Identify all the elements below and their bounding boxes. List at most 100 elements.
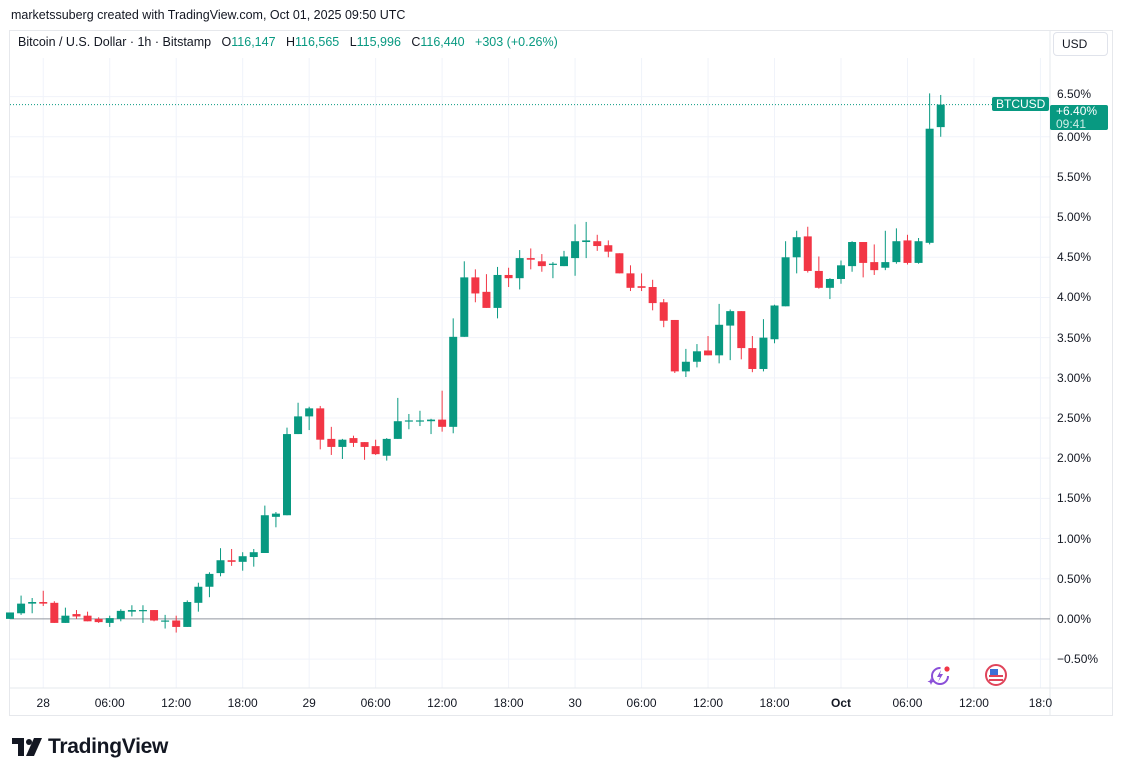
- y-tick-label: 2.50%: [1057, 411, 1092, 425]
- y-tick-label: 0.50%: [1057, 571, 1092, 586]
- candle-down: [870, 262, 879, 271]
- candle-up: [404, 420, 413, 422]
- candle-down: [227, 560, 236, 562]
- candle-up: [582, 240, 591, 243]
- x-tick-label: Oct: [830, 696, 852, 710]
- x-tick-label: 12:00: [958, 696, 989, 710]
- y-tick-label: 1.50%: [1057, 491, 1092, 506]
- candle-down: [670, 319, 679, 372]
- candle-up: [571, 241, 580, 259]
- legend-high-label: H: [285, 35, 295, 49]
- candle-up: [681, 361, 690, 372]
- candle-up: [194, 586, 203, 603]
- y-tick-label: 5.00%: [1057, 210, 1092, 225]
- x-tick-label: 18:00: [759, 696, 790, 710]
- candle-up: [205, 573, 214, 587]
- legend-open: 116,147: [231, 35, 276, 49]
- candle-up: [183, 602, 192, 627]
- candle-down: [748, 348, 757, 369]
- last-price-value: +6.40%: [1056, 104, 1098, 118]
- candle-up: [415, 420, 424, 422]
- candle-up: [116, 610, 125, 619]
- candle-up: [238, 556, 247, 562]
- legend-high: 116,565: [295, 35, 340, 49]
- candle-down: [482, 291, 491, 308]
- tradingview-logo-text: TradingView: [48, 735, 169, 758]
- candle-up: [848, 242, 857, 267]
- y-tick-label: 3.00%: [1057, 370, 1092, 385]
- candle-up: [925, 128, 934, 243]
- x-tick-label: 12:00: [427, 696, 458, 710]
- candle-up: [216, 560, 225, 574]
- candle-up: [936, 104, 945, 128]
- candle-up: [271, 513, 280, 517]
- currency-button[interactable]: USD: [1053, 32, 1108, 56]
- candle-down: [704, 350, 713, 356]
- candle-up: [837, 265, 845, 279]
- candle-up: [61, 615, 70, 623]
- candle-up: [338, 439, 347, 447]
- candle-up: [294, 416, 303, 435]
- y-tick-label: −0.50%: [1057, 652, 1099, 667]
- y-tick-label: 6.00%: [1057, 129, 1092, 144]
- candle-up: [460, 277, 469, 337]
- legend-symbol[interactable]: Bitcoin / U.S. Dollar · 1h · Bitstamp: [18, 35, 212, 49]
- symbol-price-tag: BTCUSD: [992, 97, 1050, 111]
- candle-up: [138, 610, 147, 612]
- candle-down: [471, 277, 480, 294]
- candle-down: [859, 242, 868, 263]
- candle-down: [626, 273, 635, 288]
- candle-down: [349, 438, 358, 443]
- candle-down: [648, 287, 657, 304]
- candle-down: [327, 438, 336, 447]
- candle-up: [770, 305, 779, 340]
- chart-legend: Bitcoin / U.S. Dollar · 1h · Bitstamp O1…: [18, 35, 558, 49]
- candle-up: [28, 602, 37, 604]
- candle-up: [560, 256, 568, 267]
- x-tick-label: 18:00: [227, 696, 258, 710]
- candle-down: [659, 302, 668, 321]
- y-tick-label: 1.00%: [1057, 531, 1092, 546]
- x-tick-label: 06:00: [360, 696, 391, 710]
- bar-countdown: 09:41: [1056, 116, 1087, 131]
- candle-up: [759, 337, 768, 369]
- y-tick-label: 2.00%: [1057, 451, 1092, 466]
- candle-down: [50, 602, 59, 623]
- candle-down: [593, 241, 602, 247]
- candle-down: [316, 408, 325, 440]
- candle-up: [127, 610, 136, 612]
- us-flag-icon[interactable]: [985, 664, 1007, 686]
- candle-down: [637, 286, 646, 288]
- tradingview-logo[interactable]: TradingView: [12, 735, 168, 759]
- candle-up: [825, 278, 834, 288]
- x-tick-label: 28: [36, 696, 50, 710]
- candle-down: [803, 236, 812, 271]
- legend-open-label: O: [221, 35, 232, 49]
- x-tick-label: 12:00: [693, 696, 724, 710]
- y-tick-label: 6.50%: [1057, 86, 1092, 101]
- legend-close-label: C: [411, 35, 421, 49]
- candle-down: [537, 261, 546, 267]
- x-tick-label: 06:00: [892, 696, 923, 710]
- candle-down: [615, 253, 624, 274]
- candle-up: [382, 438, 391, 456]
- candle-up: [548, 263, 557, 265]
- legend-change: +303 (+0.26%): [475, 35, 558, 49]
- legend-low-label: L: [349, 35, 357, 49]
- candle-down: [72, 614, 81, 617]
- candle-up: [427, 419, 436, 422]
- candle-down: [371, 446, 380, 455]
- candle-up: [692, 351, 701, 362]
- y-tick-label: 5.50%: [1057, 169, 1092, 184]
- candle-up: [781, 257, 790, 307]
- candle-down: [737, 311, 746, 349]
- candle-down: [83, 615, 92, 622]
- candle-up: [305, 408, 314, 417]
- candle-up: [161, 620, 170, 622]
- candle-down: [526, 258, 535, 260]
- lightning-sparkle-icon[interactable]: [927, 664, 951, 688]
- candle-up: [493, 274, 502, 308]
- candle-up: [249, 552, 258, 558]
- candle-up: [914, 241, 923, 263]
